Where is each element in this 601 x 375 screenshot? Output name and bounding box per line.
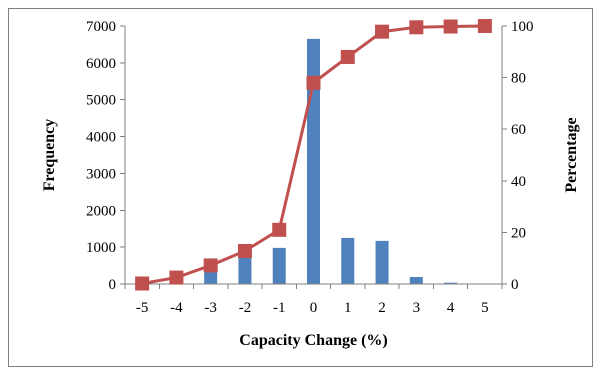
bar-1: [341, 237, 355, 284]
x-tick-label: 5: [481, 300, 489, 316]
bar-3: [409, 277, 423, 284]
labels: 0100020003000400050006000700002040608010…: [86, 19, 534, 316]
bar-0: [307, 38, 320, 285]
line-marker--4: [169, 270, 184, 285]
y2-tick-label: 0: [511, 277, 519, 293]
bar--1: [272, 247, 286, 284]
line-marker-4: [443, 19, 458, 34]
bar-2: [375, 240, 389, 284]
y-tick-label: 6000: [86, 56, 116, 72]
y-tick-label: 1000: [86, 240, 116, 256]
x-tick-label: 0: [310, 300, 318, 316]
x-tick-label: 3: [413, 300, 421, 316]
y-tick-label: 0: [109, 277, 117, 293]
axes: [120, 25, 507, 289]
bar--2: [238, 255, 252, 284]
x-axis-title: Capacity Change (%): [239, 332, 387, 349]
y-tick-label: 2000: [86, 203, 116, 219]
line-marker-1: [340, 49, 355, 64]
line-marker--1: [272, 222, 287, 237]
y2-tick-label: 100: [511, 19, 534, 35]
line-series: [135, 19, 492, 291]
y2-tick-label: 20: [511, 225, 526, 241]
y2-tick-label: 40: [511, 174, 526, 190]
y-tick-label: 7000: [86, 19, 116, 35]
line-marker-2: [375, 24, 390, 39]
line-marker--5: [135, 276, 150, 291]
x-tick-label: -4: [170, 300, 183, 316]
y2-tick-label: 80: [511, 71, 526, 87]
y-tick-label: 5000: [86, 93, 116, 109]
x-tick-label: -1: [273, 300, 286, 316]
y2-tick-label: 60: [511, 122, 526, 138]
x-tick-label: 4: [447, 300, 455, 316]
y-axis-title: Frequency: [41, 119, 58, 192]
y-tick-label: 3000: [86, 166, 116, 182]
x-tick-label: -2: [239, 300, 252, 316]
line-marker--2: [237, 243, 252, 258]
x-tick-label: 2: [378, 300, 386, 316]
x-tick-label: -3: [204, 300, 217, 316]
line-marker-3: [409, 20, 424, 35]
x-tick-label: 1: [344, 300, 352, 316]
line-marker--3: [203, 258, 218, 273]
chart-border: [8, 8, 593, 367]
x-tick-label: -5: [136, 300, 149, 316]
bar-4: [444, 282, 458, 284]
y2-axis-title: Percentage: [563, 117, 580, 192]
line-marker-5: [477, 19, 492, 33]
y-tick-label: 4000: [86, 130, 116, 146]
line-marker-0: [306, 75, 321, 90]
